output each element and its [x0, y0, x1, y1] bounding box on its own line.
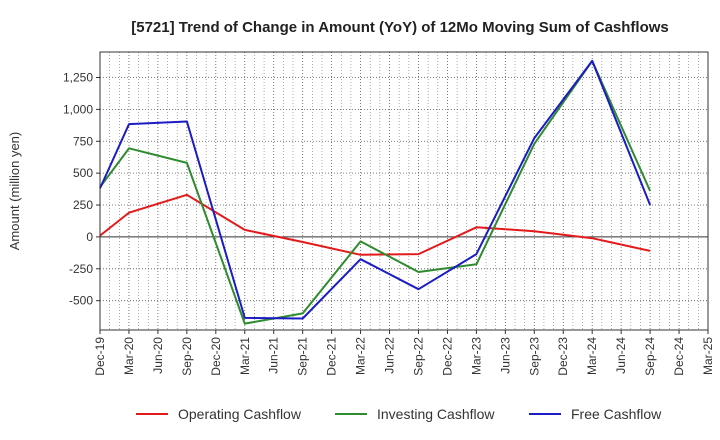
y-tick-label: 500	[73, 166, 93, 180]
x-tick-label: Sep-20	[180, 337, 194, 376]
y-tick-label: 1,000	[63, 102, 93, 116]
legend-label: Free Cashflow	[571, 406, 662, 422]
x-tick-label: Sep-24	[643, 337, 657, 376]
y-tick-label: 250	[73, 198, 93, 212]
x-tick-label: Dec-23	[556, 337, 570, 376]
x-tick-label: Sep-22	[411, 337, 425, 376]
chart-title: [5721] Trend of Change in Amount (YoY) o…	[131, 19, 669, 36]
x-tick-label: Jun-24	[614, 337, 628, 374]
legend: Operating Cashflow Investing Cashflow Free…	[136, 406, 662, 422]
y-tick-label: 0	[86, 230, 93, 244]
series-line-investing-cashflow	[99, 59, 652, 325]
x-tick-label: Dec-20	[209, 337, 223, 376]
x-tick-label: Jun-23	[498, 337, 512, 374]
x-tick-label: Mar-24	[585, 337, 599, 375]
x-tick-label: Mar-20	[122, 337, 136, 375]
x-tick-label: Jun-20	[151, 337, 165, 374]
x-tick-label: Dec-19	[93, 337, 107, 376]
x-tick-label: Dec-21	[325, 337, 339, 376]
grid	[99, 52, 709, 330]
x-tick-label: Mar-23	[469, 337, 483, 375]
series-line-operating-cashflow	[99, 193, 651, 256]
y-tick-label: -500	[69, 294, 93, 308]
y-tick-label: 1,250	[63, 71, 93, 85]
x-axis-ticks: Dec-19 Mar-20 Jun-20 Sep-20 Dec-20 Mar-21 Jun-…	[93, 330, 715, 376]
y-axis-label: Amount (million yen)	[7, 132, 22, 251]
x-tick-label: Jun-22	[383, 337, 397, 374]
series-line-free-cashflow	[99, 59, 652, 320]
x-tick-label: Mar-22	[354, 337, 368, 375]
x-tick-label: Mar-21	[238, 337, 252, 375]
x-tick-label: Mar-25	[701, 337, 715, 375]
x-tick-label: Sep-23	[527, 337, 541, 376]
x-tick-label: Dec-24	[672, 337, 686, 376]
y-tick-label: 750	[73, 134, 93, 148]
x-tick-label: Sep-21	[296, 337, 310, 376]
y-axis-ticks: -500 -250 0 250 500 750 1,000 1,250	[63, 71, 100, 308]
series-lines	[99, 59, 652, 325]
plot-frame	[99, 51, 709, 331]
legend-label: Investing Cashflow	[377, 406, 495, 422]
x-tick-label: Dec-22	[440, 337, 454, 376]
legend-label: Operating Cashflow	[178, 406, 302, 422]
x-tick-label: Jun-21	[267, 337, 281, 374]
y-tick-label: -250	[69, 262, 93, 276]
